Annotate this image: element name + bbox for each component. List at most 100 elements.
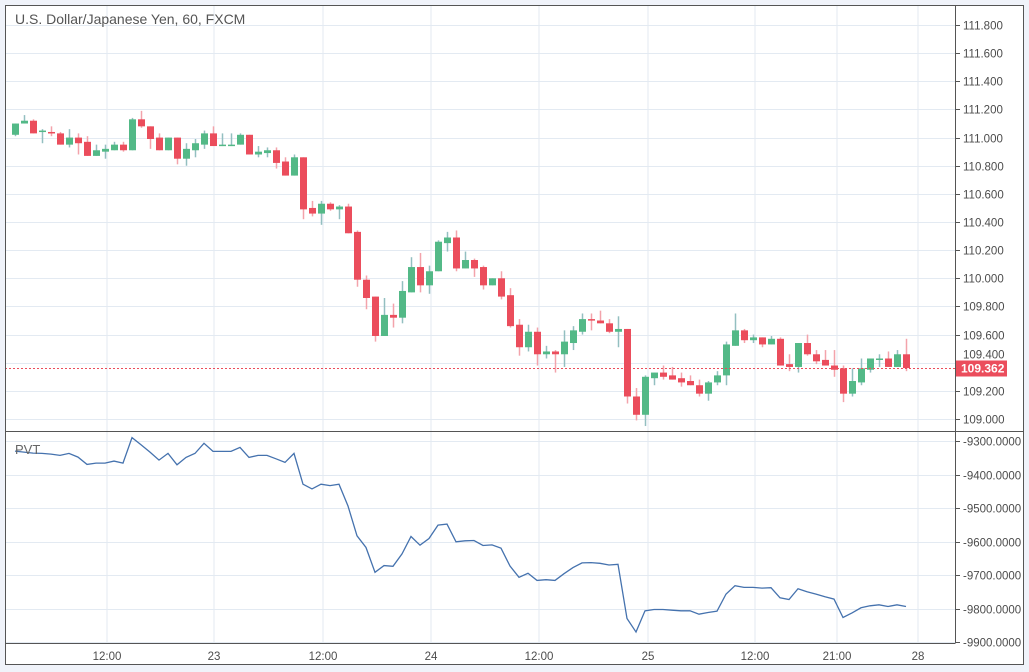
candle-body-up — [192, 143, 199, 151]
candle-body-down — [120, 144, 127, 151]
candle — [732, 313, 739, 346]
candle — [237, 133, 244, 145]
candle-body-up — [705, 382, 712, 394]
candle-body-down — [831, 365, 838, 370]
candle-body-down — [498, 278, 505, 297]
candle — [345, 203, 352, 234]
candle-body-up — [876, 358, 883, 360]
candle — [615, 316, 622, 348]
candle — [831, 350, 838, 377]
pvt-indicator-label[interactable]: PVT — [15, 442, 40, 457]
candle — [624, 328, 631, 404]
candle-body-down — [48, 131, 55, 134]
candle-body-down — [345, 206, 352, 234]
price-tick-label: 111.600 — [963, 49, 1003, 61]
candle — [12, 123, 19, 137]
candle-body-down — [822, 359, 829, 366]
candle-body-down — [669, 375, 676, 380]
candle-body-up — [444, 237, 451, 244]
candle — [264, 147, 271, 158]
candle-body-up — [318, 203, 325, 214]
candle — [408, 257, 415, 293]
candle-body-up — [228, 144, 235, 147]
candle-body-down — [273, 150, 280, 163]
candle — [75, 133, 82, 155]
x-tick-label: 28 — [912, 651, 925, 663]
candle — [363, 275, 370, 310]
candle-body-down — [696, 385, 703, 394]
candle — [93, 144, 100, 156]
candle — [894, 350, 901, 367]
x-tick-label: 25 — [642, 651, 655, 663]
candle-body-down — [246, 134, 253, 155]
candle-body-down — [759, 337, 766, 345]
pvt-tick-label: -9700.0000 — [963, 571, 1021, 583]
candle — [570, 326, 577, 351]
candle-body-up — [111, 144, 118, 151]
pvt-pane[interactable] — [14, 436, 907, 634]
candle — [453, 230, 460, 272]
candle-body-up — [894, 354, 901, 367]
candle — [66, 129, 73, 148]
candle-body-down — [606, 323, 613, 332]
candle-body-down — [57, 133, 64, 145]
price-tick-label: 111.400 — [963, 77, 1003, 89]
candle-body-up — [255, 151, 262, 155]
candle — [174, 137, 181, 165]
time-axis[interactable]: 12:00 23 12:00 24 12:00 25 12:00 21:00 2… — [93, 651, 925, 663]
candle-body-up — [381, 314, 388, 336]
candle — [903, 338, 910, 372]
candle — [813, 350, 820, 365]
candle — [741, 328, 748, 344]
candle-body-up — [336, 206, 343, 210]
candle-body-up — [858, 368, 865, 383]
candle — [84, 136, 91, 156]
price-tick-label: 109.800 — [963, 302, 1005, 314]
candle-body-down — [471, 260, 478, 269]
candle-body-down — [516, 324, 523, 348]
x-tick-label: 12:00 — [93, 651, 122, 663]
candle — [273, 147, 280, 169]
candle — [57, 131, 64, 145]
candle — [318, 200, 325, 225]
pvt-tick-label: -9600.0000 — [963, 538, 1021, 550]
candle-body-down — [417, 267, 424, 286]
candle-body-up — [561, 341, 568, 355]
candle — [651, 372, 658, 386]
candle-body-up — [201, 133, 208, 145]
candle-body-down — [660, 372, 667, 377]
x-tick-label: 23 — [208, 651, 221, 663]
candle — [282, 157, 289, 176]
price-tick-label: 110.200 — [963, 246, 1004, 258]
candle-body-up — [579, 319, 586, 332]
candle-body-down — [678, 378, 685, 383]
candle — [660, 365, 667, 380]
candle — [696, 379, 703, 397]
candle-body-up — [525, 331, 532, 348]
candle — [138, 110, 145, 128]
vertical-gridlines — [106, 5, 919, 643]
candle-body-down — [534, 331, 541, 355]
candle — [30, 119, 37, 134]
candle — [714, 371, 721, 386]
candle — [543, 345, 550, 359]
candle-body-down — [354, 231, 361, 280]
price-tick-label: 111.000 — [963, 134, 1003, 146]
candle — [516, 319, 523, 356]
pvt-axis[interactable]: -9300.0000 -9400.0000 -9500.0000 -9600.0000… — [955, 437, 1021, 650]
candle — [102, 144, 109, 159]
candle — [669, 366, 676, 380]
candle — [435, 240, 442, 272]
price-axis[interactable]: 111.800 111.600 111.400 111.200 111.000 110.8… — [955, 21, 1005, 427]
price-pane[interactable] — [12, 110, 910, 427]
candle-body-up — [615, 328, 622, 332]
candle — [552, 350, 559, 373]
candle-body-down — [84, 141, 91, 156]
candle-body-down — [687, 381, 694, 386]
candle-body-down — [453, 237, 460, 269]
candle — [381, 297, 388, 336]
candle-body-down — [840, 368, 847, 394]
candle-body-down — [480, 267, 487, 286]
candle — [165, 137, 172, 151]
